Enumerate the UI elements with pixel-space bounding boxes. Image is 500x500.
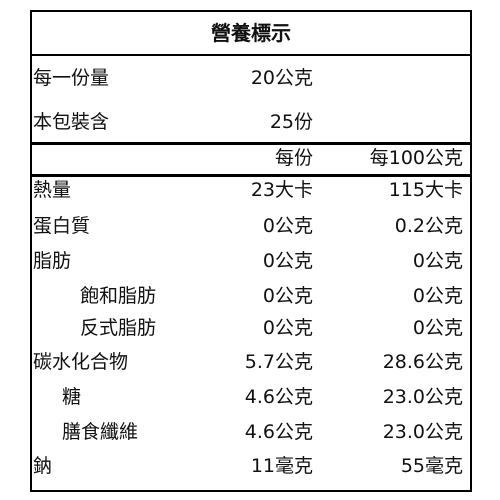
row-value: 4.6公克 [244, 386, 313, 408]
row-label: 脂肪 [33, 250, 72, 272]
row-label: 糖 [62, 386, 82, 408]
row-value: 23.0公克 [382, 386, 463, 408]
divider [30, 174, 472, 177]
row-value: 115大卡 [388, 179, 463, 201]
row-label: 蛋白質 [33, 215, 91, 237]
column-header: 每100公克 [369, 147, 463, 169]
row-label: 每一份量 [33, 67, 110, 89]
row-label: 膳食纖維 [62, 421, 139, 443]
title: 營養標示 [211, 21, 291, 45]
label-border [30, 10, 472, 492]
row-value: 25份 [269, 111, 313, 133]
row-value: 28.6公克 [382, 351, 463, 373]
divider [30, 142, 472, 145]
row-label: 碳水化合物 [33, 351, 129, 373]
row-value: 11毫克 [250, 455, 313, 477]
row-value: 0公克 [412, 317, 463, 339]
row-value: 0公克 [262, 250, 313, 272]
row-value: 4.6公克 [244, 421, 313, 443]
row-value: 55毫克 [400, 455, 463, 477]
row-value: 0公克 [262, 285, 313, 307]
column-header: 每份 [274, 147, 313, 169]
row-value: 0公克 [262, 215, 313, 237]
row-value: 23大卡 [250, 179, 313, 201]
row-label: 反式脂肪 [80, 317, 157, 339]
row-label: 本包裝含 [33, 111, 110, 133]
row-value: 0公克 [262, 317, 313, 339]
row-value: 23.0公克 [382, 421, 463, 443]
row-value: 5.7公克 [244, 351, 313, 373]
divider [30, 54, 472, 56]
row-value: 20公克 [250, 67, 313, 89]
row-label: 鈉 [33, 455, 53, 477]
row-value: 0公克 [412, 285, 463, 307]
row-label: 熱量 [33, 179, 72, 201]
row-value: 0.2公克 [394, 215, 463, 237]
row-value: 0公克 [412, 250, 463, 272]
row-label: 飽和脂肪 [80, 285, 157, 307]
